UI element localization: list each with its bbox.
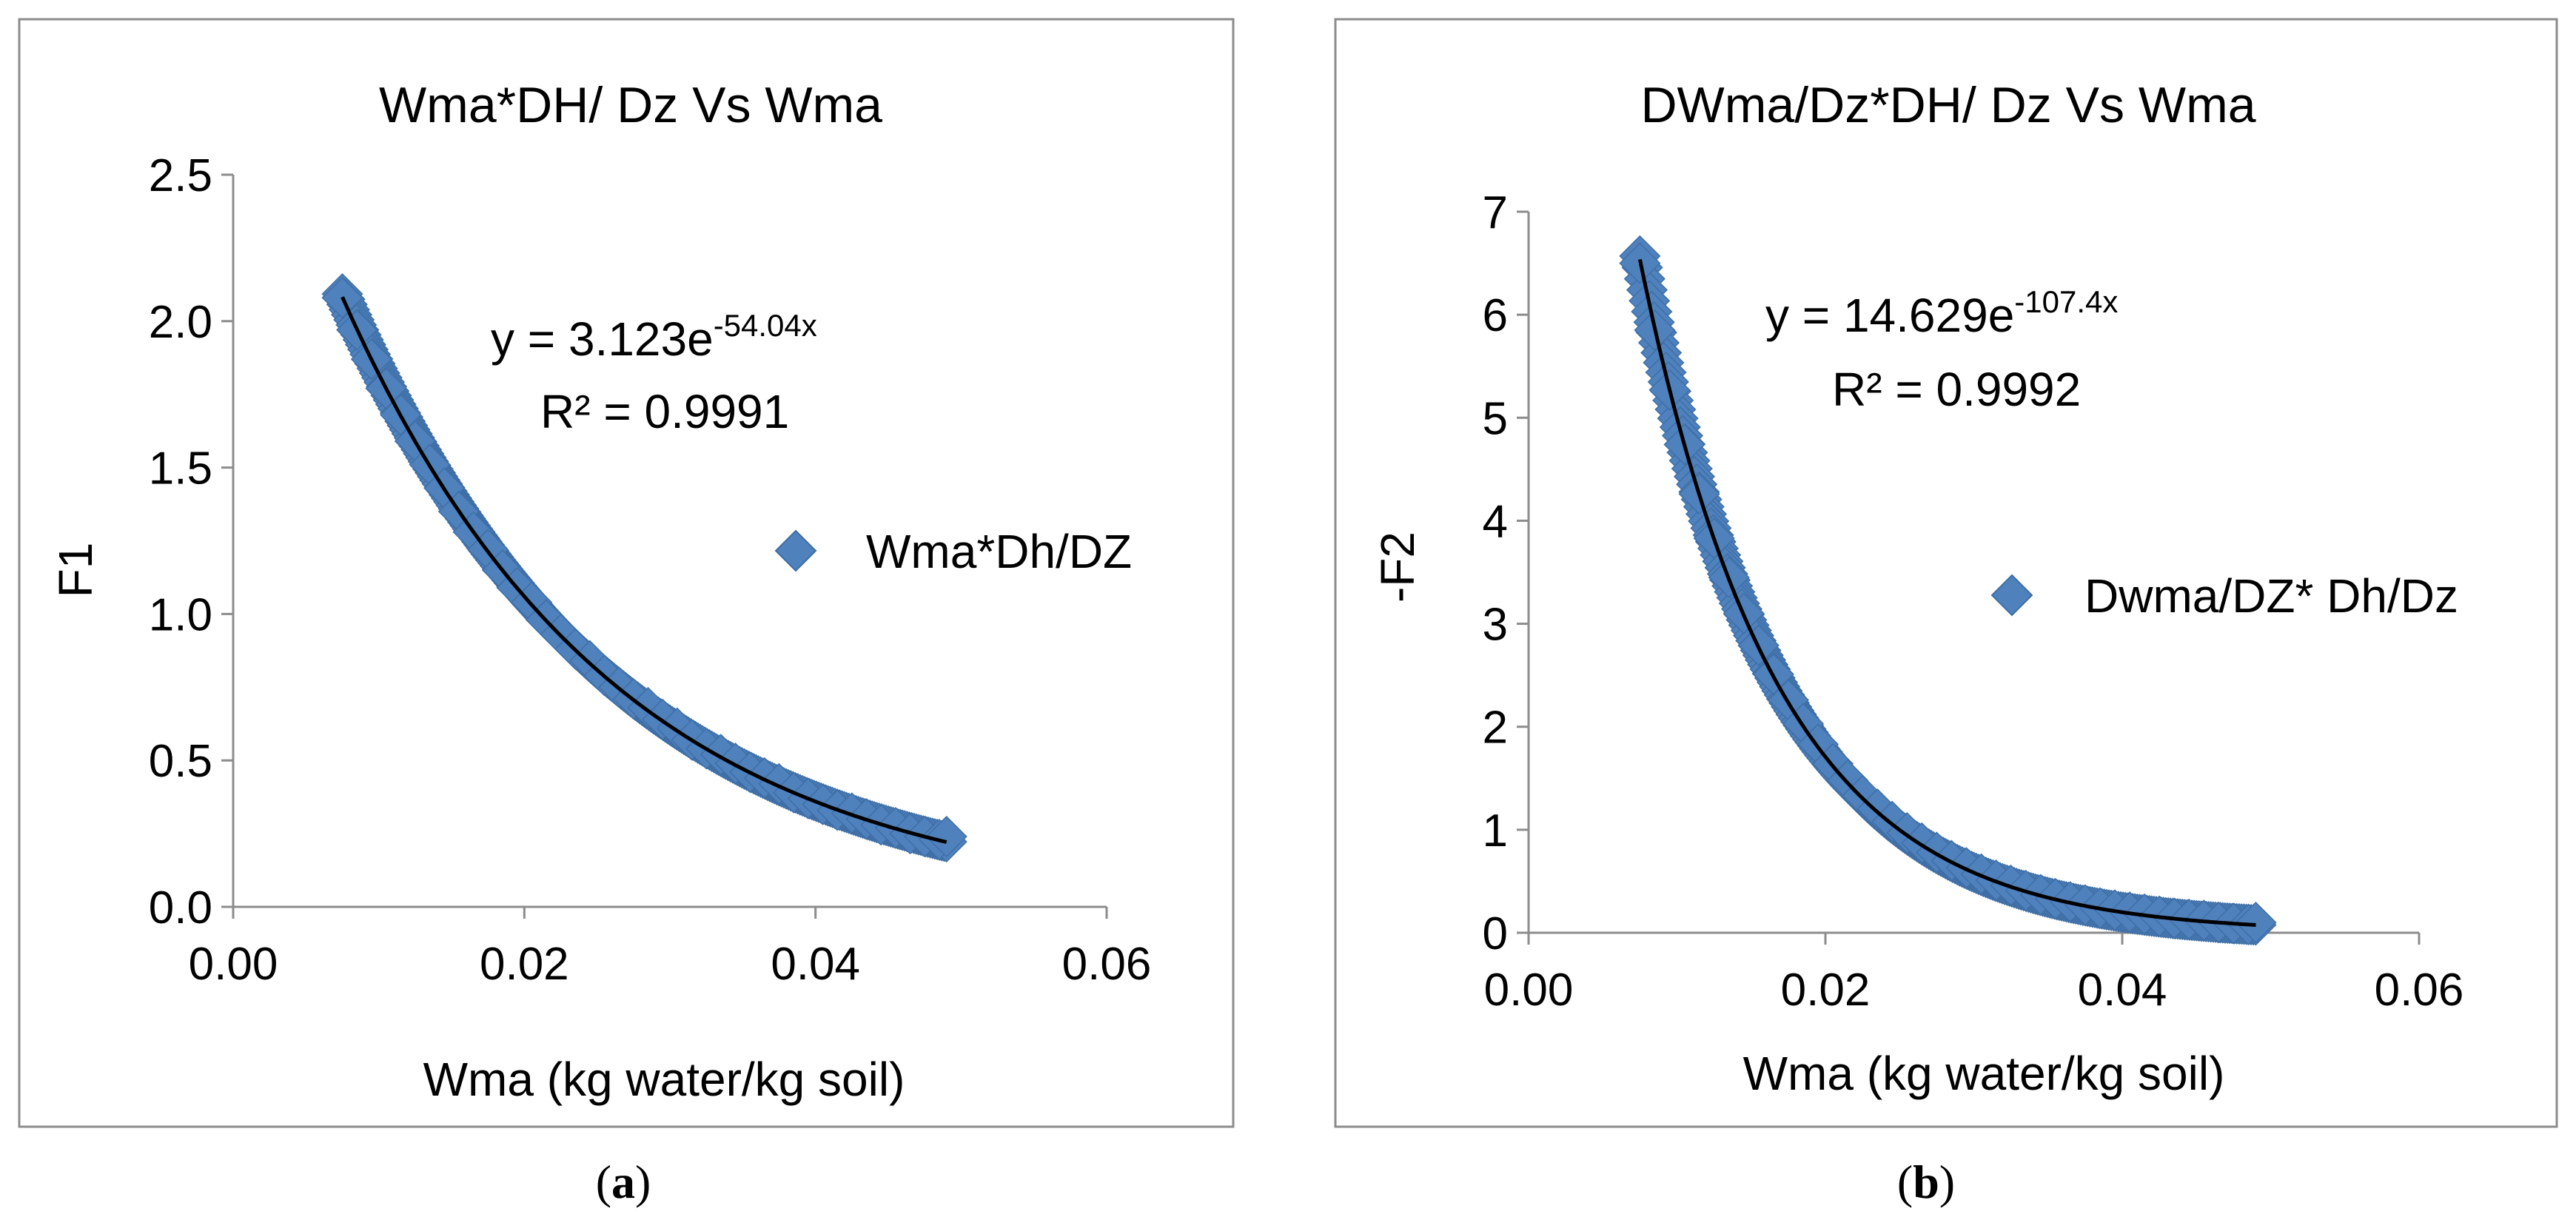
y-axis-label-b: -F2: [1371, 532, 1424, 603]
x-tick-label-a: 0.06: [1062, 939, 1152, 990]
chart-title-b: DWma/Dz*DH/ Dz Vs Wma: [1640, 77, 2255, 133]
panel-letter-b: b: [1913, 1156, 1939, 1208]
y-tick-label-a: 2.0: [149, 297, 212, 348]
x-axis-label-b: Wma (kg water/kg soil): [1743, 1047, 2225, 1100]
chart-panel-a: Wma*DH/ Dz Vs Wma 0.0 0.5 1.0 1.5 2.0 2.5 0.00…: [18, 18, 1235, 1128]
trendline-equation-base-a: y = 3.123e: [491, 312, 714, 366]
y-tick-label-b: 4: [1483, 496, 1508, 547]
trendline-a: [341, 296, 947, 844]
trendline-equation-base-b: y = 14.629e: [1765, 289, 2014, 342]
chart-frame-a: [18, 18, 1235, 1128]
r-squared-label-a: R² = 0.9991: [540, 385, 789, 438]
r-squared-label-b: R² = 0.9992: [1832, 363, 2081, 416]
chart-title-a: Wma*DH/ Dz Vs Wma: [379, 77, 882, 133]
x-tick-label-b: 0.06: [2375, 965, 2464, 1016]
legend-a: Wma*Dh/DZ: [774, 525, 1132, 578]
x-tick-label-b: 0.04: [2078, 965, 2167, 1016]
x-axis-label-a: Wma (kg water/kg soil): [423, 1053, 905, 1106]
y-tick-label-a: 2.5: [149, 150, 212, 201]
x-tick-label-b: 0.00: [1484, 965, 1574, 1016]
y-tick-label-b: 5: [1483, 393, 1508, 444]
y-tick-label-a: 0.0: [149, 882, 212, 934]
panel-label-b: (b): [1897, 1156, 1955, 1208]
legend-label-a: Wma*Dh/DZ: [866, 525, 1132, 578]
y-tick-label-b: 2: [1483, 703, 1508, 754]
legend-marker-a: [774, 529, 817, 572]
panel-letter-a: a: [611, 1156, 635, 1208]
x-tick-label-a: 0.02: [480, 939, 569, 990]
trendline-b: [1637, 258, 2256, 927]
trendline-equation-b: y = 14.629e-107.4x: [1765, 284, 2118, 342]
x-tick-label-a: 0.04: [771, 939, 860, 990]
trendline-equation-a: y = 3.123e-54.04x: [491, 308, 817, 366]
panel-label-a: (a): [596, 1156, 651, 1208]
legend-marker-b: [1990, 574, 2033, 617]
y-axis-label-a: F1: [49, 543, 102, 598]
y-tick-label-b: 0: [1483, 908, 1508, 959]
legend-label-b: Dwma/DZ* Dh/Dz: [2084, 569, 2458, 623]
chart-frame-b: [1334, 18, 2558, 1128]
y-tick-label-a: 1.5: [149, 443, 212, 495]
y-tick-label-b: 1: [1483, 805, 1508, 857]
plot-area-a: 0.0 0.5 1.0 1.5 2.0 2.5 0.00 0.02 0.04 0.06: [149, 150, 1152, 990]
y-tick-label-b: 7: [1483, 187, 1508, 238]
y-tick-label-a: 1.0: [149, 589, 212, 640]
y-tick-label-a: 0.5: [149, 736, 212, 787]
legend-b: Dwma/DZ* Dh/Dz: [1990, 569, 2458, 623]
y-tick-label-b: 6: [1483, 290, 1508, 341]
trendline-equation-exponent-b: -107.4x: [2014, 284, 2118, 319]
data-point-a: [925, 815, 967, 858]
y-tick-label-b: 3: [1483, 600, 1508, 651]
plot-area-b: 0 1 2 3 4 5 6 7 0.00 0.02 0.04 0.06: [1483, 187, 2464, 1016]
chart-panel-b: DWma/Dz*DH/ Dz Vs Wma 0 1 2 3 4 5 6 7 0.00 0.02 0.…: [1334, 18, 2558, 1128]
x-tick-label-a: 0.00: [189, 939, 278, 990]
x-tick-label-b: 0.02: [1781, 965, 1871, 1016]
trendline-equation-exponent-a: -54.04x: [714, 308, 817, 343]
data-point-b: [2235, 902, 2277, 944]
